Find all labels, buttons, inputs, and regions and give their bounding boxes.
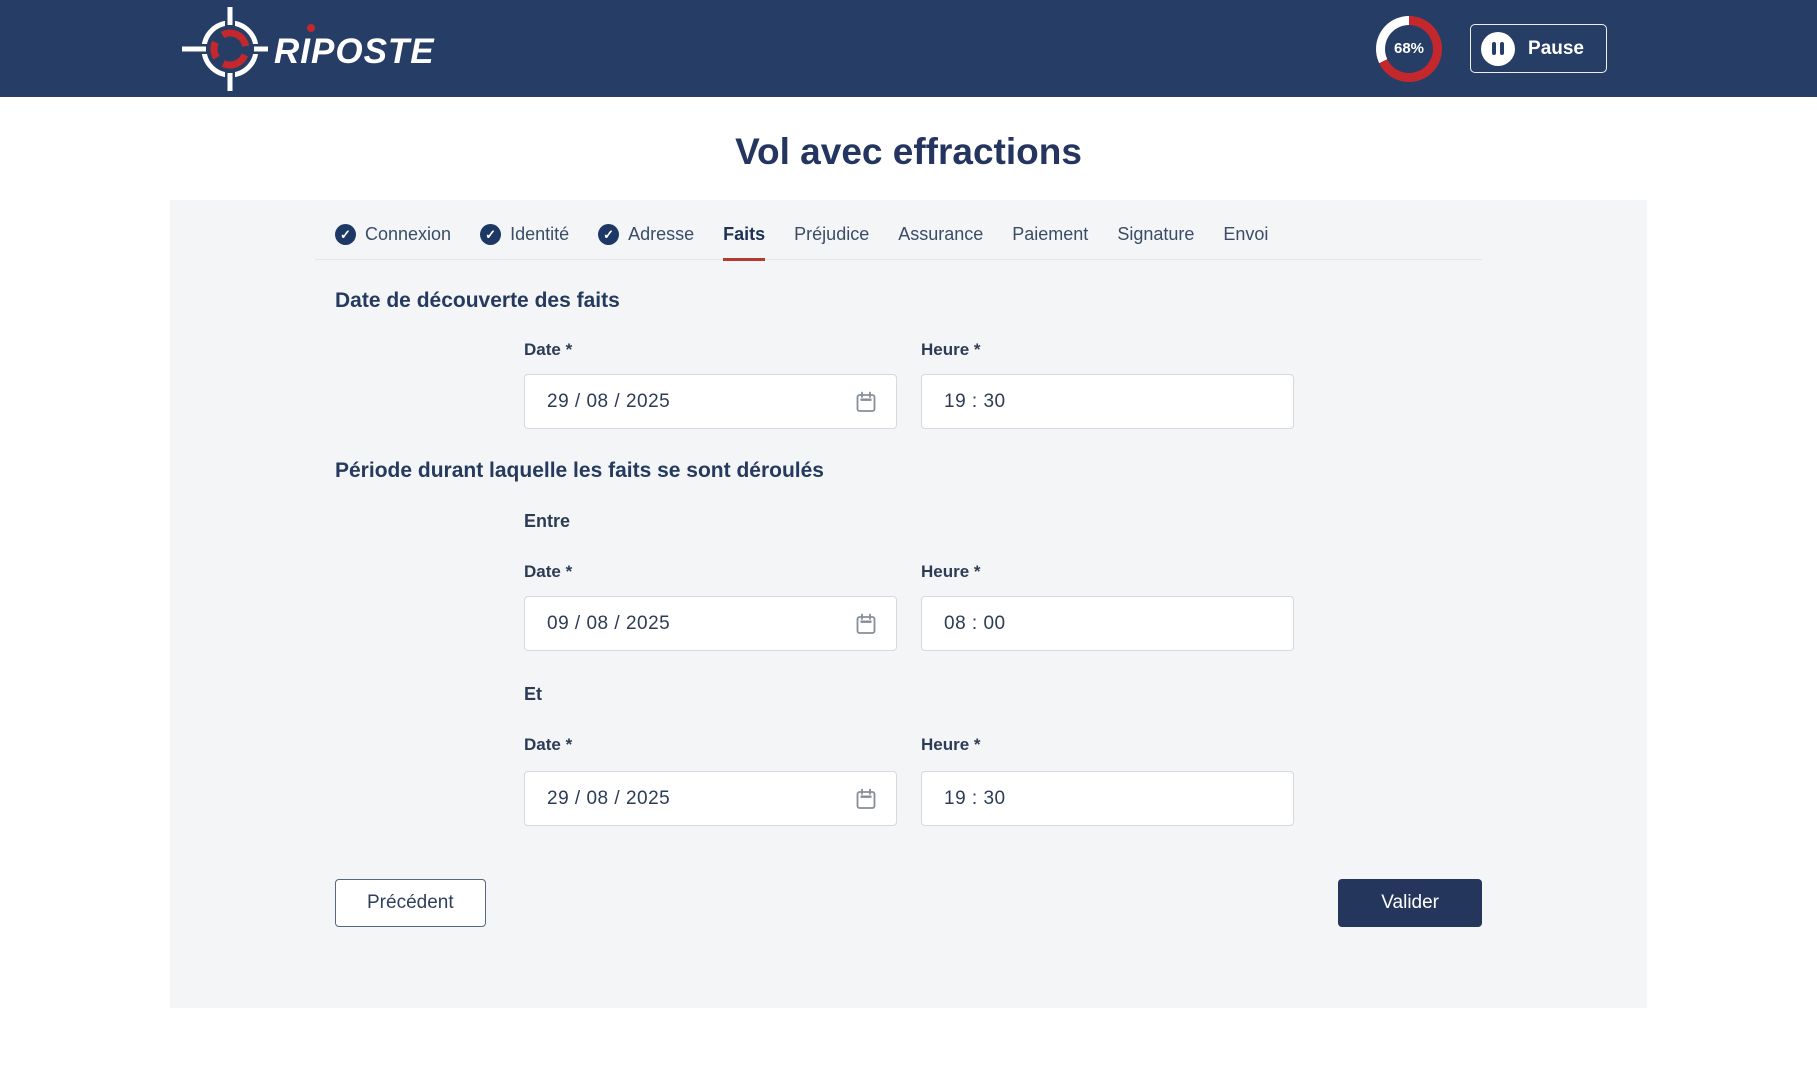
tab-label: Connexion: [365, 224, 452, 244]
form-card: ✓ Connexion ✓ Identité ✓ Adresse Faits P…: [170, 200, 1647, 1008]
submit-button[interactable]: Valider: [1338, 879, 1482, 927]
brand-red-dot: [307, 24, 315, 32]
date-value: 29 / 08 / 2025: [547, 787, 671, 809]
tab-label: Signature: [1117, 224, 1195, 244]
app-header: RIPOSTE 68% Pause: [0, 0, 1817, 97]
calendar-icon[interactable]: [854, 787, 878, 811]
tab-label: Assurance: [898, 224, 984, 244]
tab-label: Paiement: [1012, 224, 1089, 244]
discovery-date-input[interactable]: 29 / 08 / 2025: [524, 374, 897, 429]
tab-faits[interactable]: Faits: [723, 224, 766, 261]
page-title: Vol avec effractions: [735, 131, 1082, 172]
progress-percent-label: 68%: [1385, 24, 1434, 73]
check-icon: ✓: [335, 224, 356, 245]
crosshair-target-logo: [182, 6, 268, 91]
between-label: Entre: [524, 511, 571, 531]
date-label: Date *: [524, 735, 573, 754]
date-value: 29 / 08 / 2025: [547, 390, 671, 412]
discovery-time-input[interactable]: 19 : 30: [921, 374, 1294, 429]
tab-envoi[interactable]: Envoi: [1223, 224, 1268, 259]
tab-paiement[interactable]: Paiement: [1012, 224, 1088, 259]
tab-prejudice[interactable]: Préjudice: [794, 224, 869, 259]
brand-label: RIPOSTE: [274, 32, 435, 71]
period-end-date-input[interactable]: 29 / 08 / 2025: [524, 771, 897, 826]
tab-assurance[interactable]: Assurance: [898, 224, 983, 259]
tab-label: Envoi: [1223, 224, 1269, 244]
tab-label: Préjudice: [794, 224, 870, 244]
section-heading-discovery: Date de découverte des faits: [335, 289, 620, 312]
tab-connexion[interactable]: ✓ Connexion: [335, 224, 451, 259]
and-label: Et: [524, 684, 542, 704]
brand: RIPOSTE: [180, 3, 435, 95]
time-label: Heure *: [921, 735, 981, 754]
period-start-date-input[interactable]: 09 / 08 / 2025: [524, 596, 897, 651]
tab-label: Identité: [510, 224, 570, 244]
section-heading-period: Période durant laquelle les faits se son…: [335, 459, 824, 482]
check-icon: ✓: [480, 224, 502, 245]
tab-identite[interactable]: ✓ Identité: [480, 224, 569, 259]
calendar-icon[interactable]: [854, 390, 878, 414]
time-value: 19 : 30: [944, 390, 1006, 412]
check-icon: ✓: [598, 224, 620, 245]
progress-ring: 68%: [1376, 15, 1443, 82]
tab-label: Faits: [723, 224, 766, 244]
step-tabs: ✓ Connexion ✓ Identité ✓ Adresse Faits P…: [315, 224, 1482, 261]
time-label: Heure *: [921, 340, 981, 359]
date-value: 09 / 08 / 2025: [547, 612, 671, 634]
tab-signature[interactable]: Signature: [1117, 224, 1194, 259]
pause-button-label: Pause: [1528, 37, 1584, 59]
date-label: Date *: [524, 340, 573, 359]
calendar-icon[interactable]: [854, 612, 878, 636]
previous-button[interactable]: Précédent: [335, 879, 486, 927]
period-end-time-input[interactable]: 19 : 30: [921, 771, 1294, 826]
time-label: Heure *: [921, 562, 981, 581]
period-start-time-input[interactable]: 08 : 00: [921, 596, 1294, 651]
tab-label: Adresse: [628, 224, 695, 244]
pause-icon: [1481, 31, 1516, 66]
pause-button[interactable]: Pause: [1470, 24, 1607, 73]
time-value: 19 : 30: [944, 787, 1006, 809]
date-label: Date *: [524, 562, 573, 581]
brand-name: RIPOSTE: [274, 24, 435, 71]
tab-adresse[interactable]: ✓ Adresse: [598, 224, 694, 259]
time-value: 08 : 00: [944, 612, 1006, 634]
